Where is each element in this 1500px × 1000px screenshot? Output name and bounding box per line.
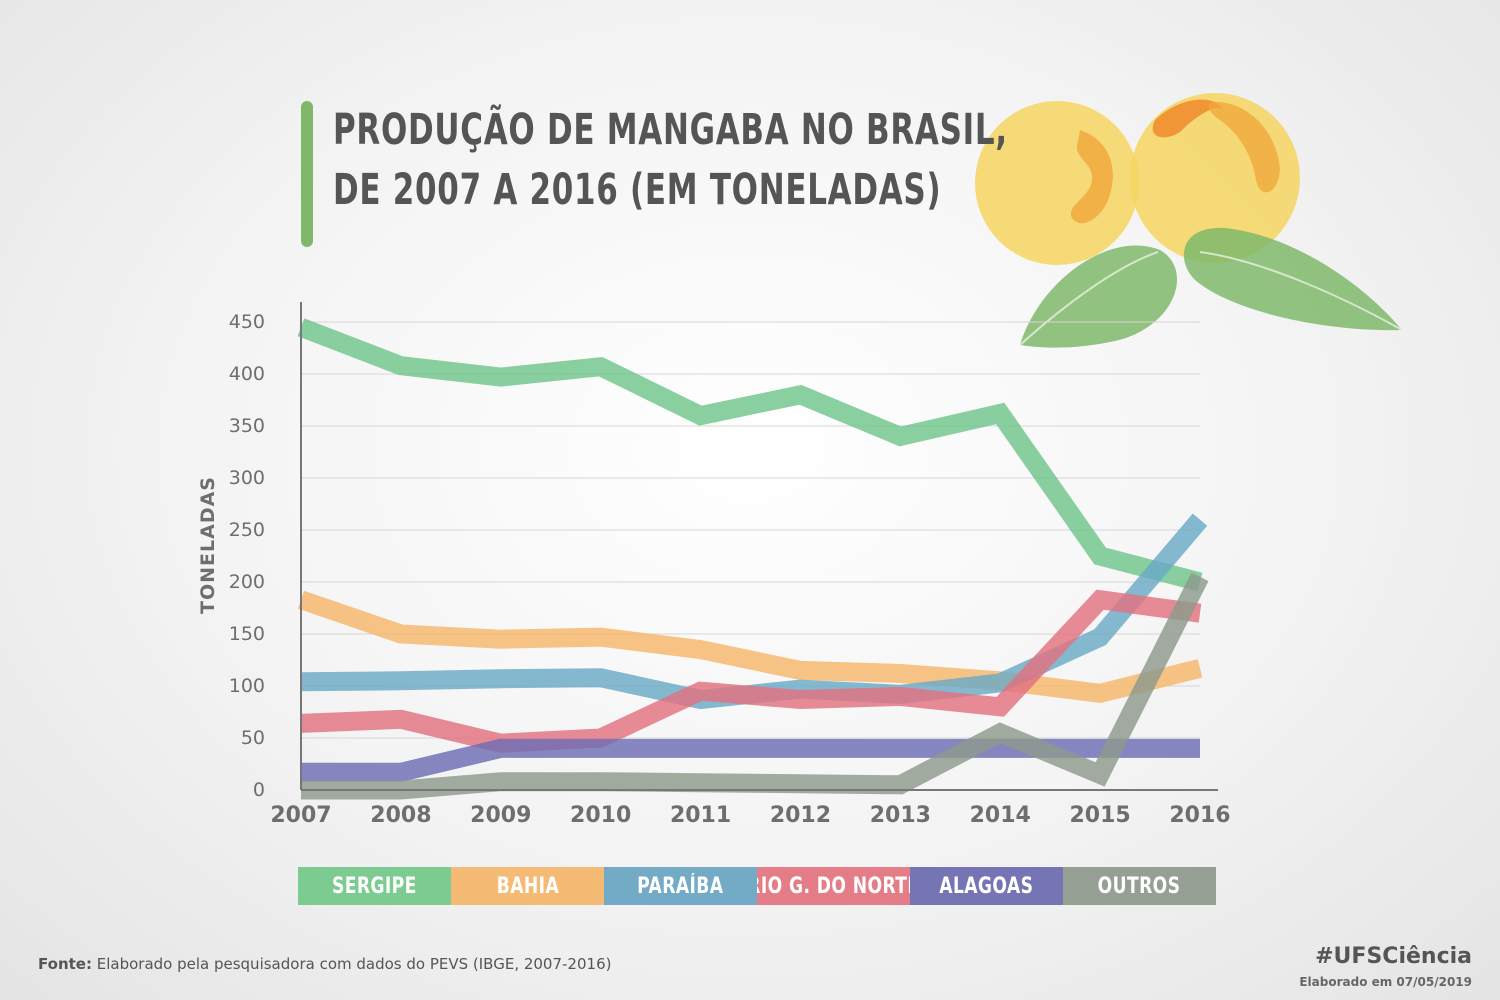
x-tick-label: 2012 [770,803,831,828]
legend-item-outros: OUTROS [1063,867,1216,905]
mangaba-fruit-illustration [975,93,1403,348]
y-tick-label: 200 [229,571,265,593]
series-line-rio-g-do-norte [300,589,1202,753]
x-tick-label: 2016 [1169,803,1230,828]
legend-item-bahia: BAHIA [451,867,604,905]
series-line-sergipe [297,318,1203,592]
x-tick-label: 2007 [270,803,331,828]
y-tick-label: 150 [229,623,265,645]
hashtag-label: #UFSCiência [1315,944,1472,969]
y-axis-label: TONELADAS [197,476,219,614]
source-label: Fonte: [38,955,92,973]
legend-item-sergipe: SERGIPE [298,867,451,905]
legend: SERGIPE BAHIA PARAÍBA RIO G. DO NORTE ALAGOA… [298,867,1216,905]
x-tick-label: 2008 [370,803,431,828]
legend-label: BAHIA [496,873,559,899]
x-tick-label: 2009 [470,803,531,828]
chart-title-line-1: PRODUÇÃO DE MANGABA NO BRASIL, [333,105,1008,155]
y-tick-label: 250 [229,519,265,541]
x-tick-label: 2010 [570,803,631,828]
date-note: Elaborado em 07/05/2019 [1299,975,1472,989]
y-tick-label: 300 [229,467,265,489]
legend-item-alagoas: ALAGOAS [910,867,1063,905]
chart-title-line-2: DE 2007 A 2016 (EM TONELADAS) [333,165,942,215]
series-lines [297,318,1209,800]
legend-item-rio-g-do-norte: RIO G. DO NORTE [757,867,910,905]
axes [300,302,1218,791]
y-tick-label: 50 [241,727,265,749]
legend-label: ALAGOAS [939,873,1034,899]
x-tick-label: 2014 [970,803,1031,828]
y-tick-label: 0 [253,779,265,801]
source-text: Elaborado pela pesquisadora com dados do… [91,955,612,973]
legend-label: PARAÍBA [637,873,724,899]
x-tick-label: 2015 [1069,803,1130,828]
chart-title: PRODUÇÃO DE MANGABA NO BRASIL, DE 2007 A… [333,100,1008,220]
x-tick-label: 2013 [870,803,931,828]
title-accent-bar [301,101,313,247]
tick-labels: 0 50 100 150 200 250 300 350 400 450 2007 2008 2009 2… [229,311,1231,828]
legend-label: RIO G. DO NORTE [757,873,910,899]
legend-label: SERGIPE [332,873,417,899]
series-line-bahia [297,590,1203,703]
legend-label: OUTROS [1098,873,1181,899]
series-line-para-ba [300,513,1208,710]
x-tick-label: 2011 [670,803,731,828]
y-tick-label: 350 [229,415,265,437]
y-tick-label: 450 [229,311,265,333]
series-line-outros [301,572,1209,800]
y-tick-label: 100 [229,675,265,697]
y-tick-label: 400 [229,363,265,385]
source-note: Fonte: Elaborado pela pesquisadora com d… [38,955,611,973]
legend-item-para-ba: PARAÍBA [604,867,757,905]
